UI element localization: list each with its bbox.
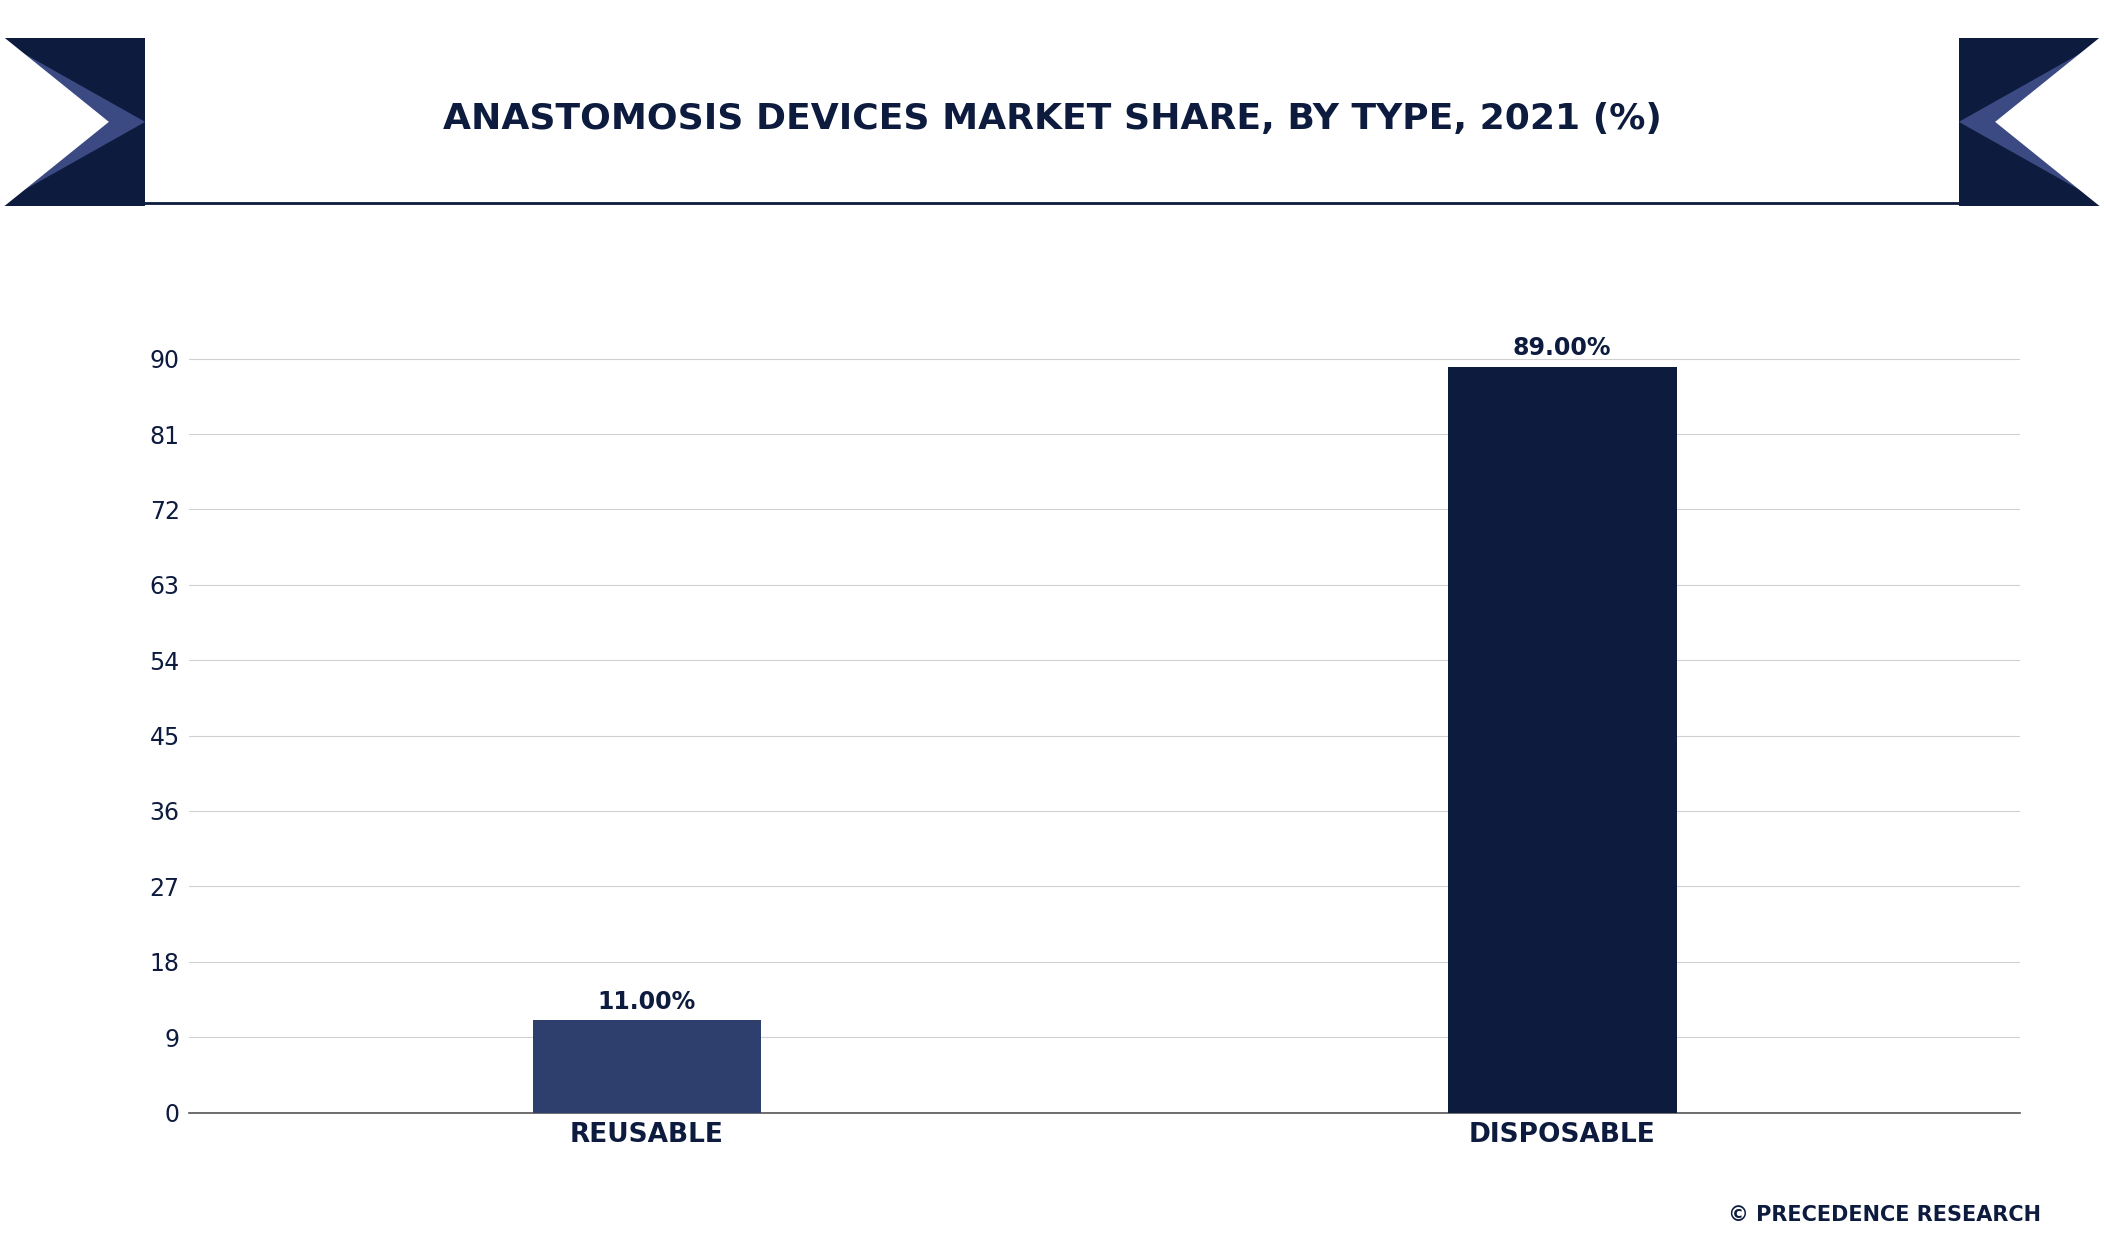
Polygon shape <box>1959 38 2104 206</box>
Polygon shape <box>0 34 109 210</box>
Polygon shape <box>1959 51 2085 192</box>
Text: © PRECEDENCE RESEARCH: © PRECEDENCE RESEARCH <box>1727 1205 2041 1225</box>
Polygon shape <box>0 38 145 206</box>
Polygon shape <box>1995 34 2104 210</box>
Text: 11.00%: 11.00% <box>598 990 696 1014</box>
Text: 89.00%: 89.00% <box>1513 336 1612 360</box>
Bar <box>1448 368 1677 1112</box>
Polygon shape <box>19 51 145 192</box>
Text: ANASTOMOSIS DEVICES MARKET SHARE, BY TYPE, 2021 (%): ANASTOMOSIS DEVICES MARKET SHARE, BY TYP… <box>442 101 1662 135</box>
Bar <box>532 1020 762 1112</box>
